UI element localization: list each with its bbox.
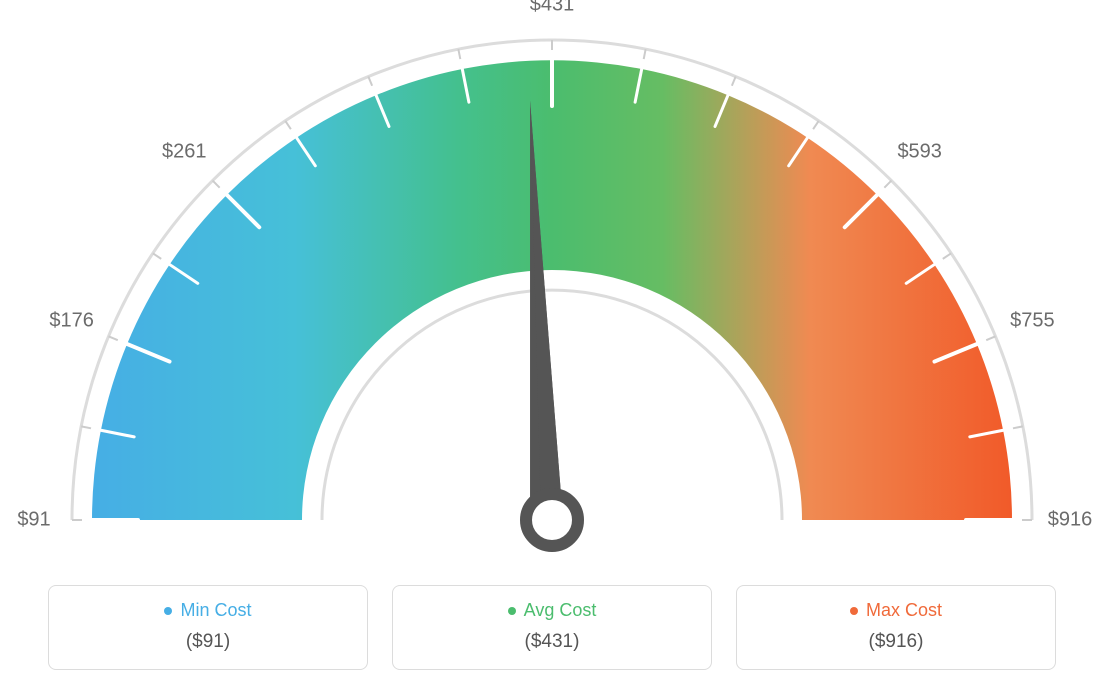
gauge-outline-tick bbox=[153, 253, 161, 259]
gauge-outline-tick bbox=[1013, 426, 1023, 428]
gauge-tick-label: $593 bbox=[897, 141, 942, 164]
legend-value-min: ($91) bbox=[59, 631, 357, 653]
gauge-outline-tick bbox=[458, 49, 460, 59]
legend-label-row: Min Cost bbox=[59, 600, 357, 621]
gauge-outline-tick bbox=[285, 121, 291, 129]
gauge-outline-tick bbox=[943, 253, 951, 259]
gauge-chart: $91 $176 $261 $431 $593 $755 $916 bbox=[0, 0, 1104, 570]
gauge-needle-hub bbox=[526, 494, 578, 546]
gauge-outline-tick bbox=[813, 121, 819, 129]
legend-card-max: Max Cost ($916) bbox=[736, 585, 1056, 670]
gauge-outline-tick bbox=[732, 77, 736, 86]
cost-gauge-widget: $91 $176 $261 $431 $593 $755 $916 Min Cost ($9… bbox=[0, 0, 1104, 690]
legend-value-avg: ($431) bbox=[403, 631, 701, 653]
legend-card-min: Min Cost ($91) bbox=[48, 585, 368, 670]
gauge-outline-tick bbox=[213, 181, 220, 188]
gauge-tick-label: $431 bbox=[530, 0, 575, 17]
legend-label-row: Avg Cost bbox=[403, 600, 701, 621]
gauge-tick-label: $916 bbox=[1048, 509, 1093, 532]
legend-label-max: Max Cost bbox=[866, 600, 942, 621]
legend-label-min: Min Cost bbox=[180, 600, 251, 621]
gauge-outline-tick bbox=[644, 49, 646, 59]
gauge-outline-tick bbox=[81, 426, 91, 428]
legend-label-avg: Avg Cost bbox=[524, 600, 597, 621]
legend-value-max: ($916) bbox=[747, 631, 1045, 653]
legend-dot-avg bbox=[508, 607, 516, 615]
legend-dot-max bbox=[850, 607, 858, 615]
gauge-svg bbox=[0, 0, 1104, 570]
gauge-tick-label: $91 bbox=[17, 509, 50, 532]
gauge-tick-label: $176 bbox=[49, 310, 94, 333]
gauge-tick-label: $261 bbox=[162, 141, 207, 164]
gauge-outline-tick bbox=[109, 336, 118, 340]
gauge-tick-label: $755 bbox=[1010, 310, 1055, 333]
gauge-outline-tick bbox=[368, 77, 372, 86]
legend-dot-min bbox=[164, 607, 172, 615]
legend-row: Min Cost ($91) Avg Cost ($431) Max Cost … bbox=[0, 585, 1104, 670]
legend-label-row: Max Cost bbox=[747, 600, 1045, 621]
gauge-outline-tick bbox=[884, 181, 891, 188]
gauge-outline-tick bbox=[986, 336, 995, 340]
legend-card-avg: Avg Cost ($431) bbox=[392, 585, 712, 670]
